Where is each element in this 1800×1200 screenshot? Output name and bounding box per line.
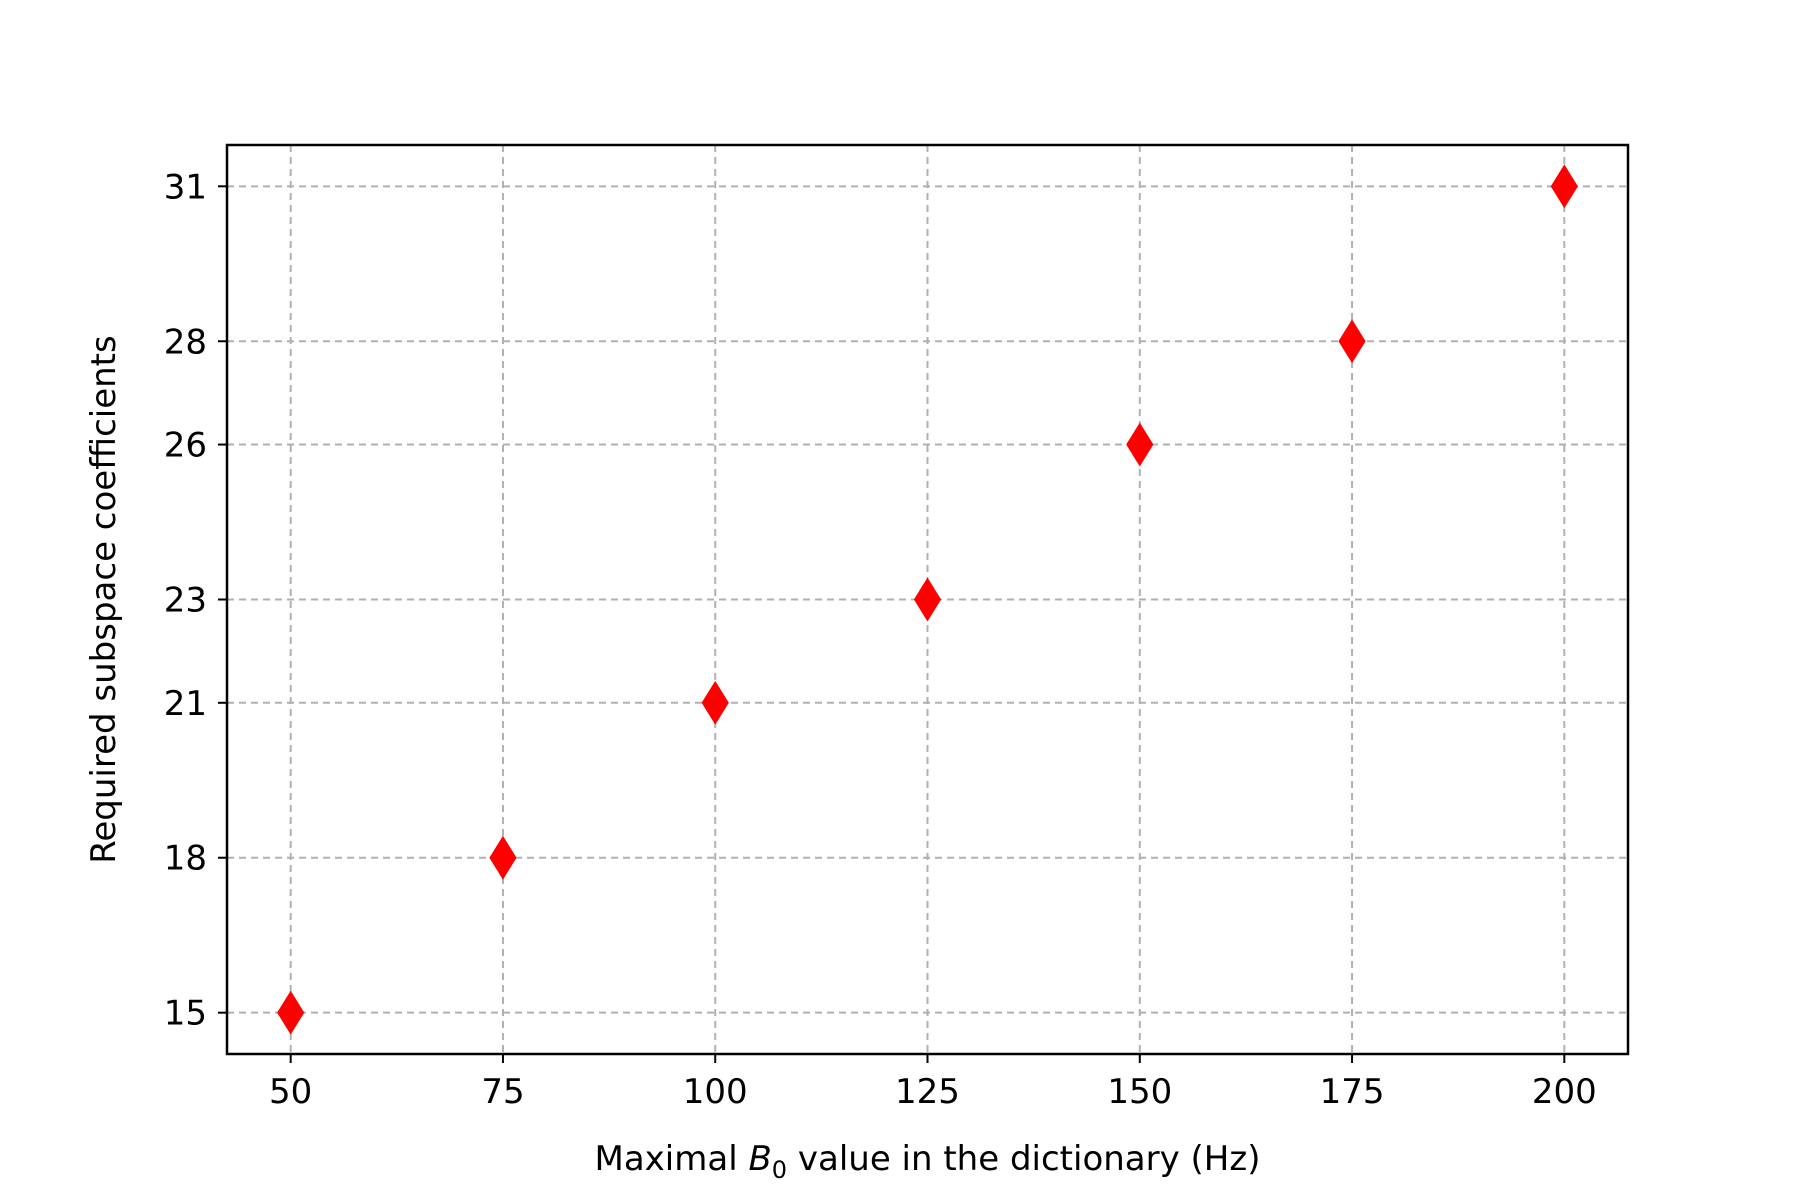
data-point-marker — [1338, 319, 1366, 364]
x-tick-label: 125 — [895, 1072, 960, 1112]
plot-frame — [225, 143, 1630, 1056]
data-point-marker — [701, 680, 729, 725]
x-axis-label-prefix: Maximal — [595, 1139, 749, 1179]
data-point-marker — [277, 990, 305, 1035]
data-point-marker — [489, 835, 517, 880]
x-axis-label: Maximal B0 value in the dictionary (Hz) — [595, 1139, 1261, 1184]
x-axis-label-variable: B — [748, 1139, 771, 1179]
data-points — [277, 164, 1578, 1035]
y-tick-label: 18 — [164, 839, 207, 879]
x-tick-label: 50 — [269, 1072, 312, 1112]
y-tick-label: 15 — [164, 994, 207, 1034]
y-tick-label: 23 — [164, 581, 207, 621]
x-tick-label: 175 — [1320, 1072, 1385, 1112]
data-point-marker — [1126, 422, 1154, 467]
x-tick-label: 200 — [1532, 1072, 1597, 1112]
x-tick-label: 75 — [481, 1072, 524, 1112]
data-point-marker — [913, 577, 942, 622]
x-tick-label: 150 — [1107, 1072, 1172, 1112]
grid — [227, 145, 1628, 1054]
x-axis-label-suffix: value in the dictionary (Hz) — [787, 1139, 1260, 1179]
axis-ticks: 50 75 100 125 150 175 200 15 18 21 23 26 28 31 — [164, 167, 1597, 1112]
y-axis-label: Required subspace coefficients — [84, 335, 124, 863]
y-tick-label: 21 — [164, 684, 207, 724]
x-axis-label-subscript: 0 — [772, 1156, 787, 1184]
x-tick-label: 100 — [683, 1072, 748, 1112]
data-point-marker — [1550, 164, 1578, 209]
y-tick-label: 31 — [164, 167, 207, 207]
y-tick-label: 26 — [164, 426, 207, 466]
y-tick-label: 28 — [164, 322, 207, 362]
